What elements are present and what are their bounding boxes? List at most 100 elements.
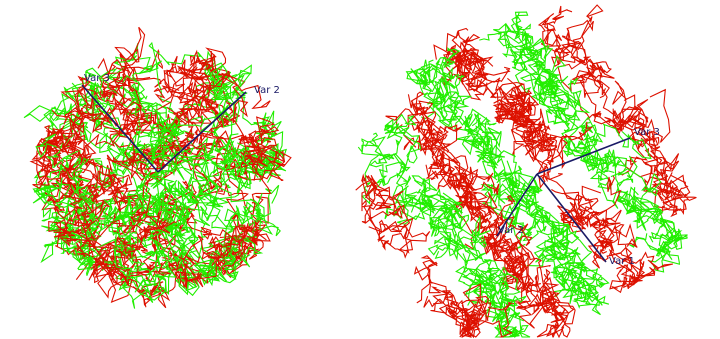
walk-green [122,208,177,309]
walk-red [444,33,483,81]
walk-green [113,176,204,286]
walk-red [577,185,638,248]
walk-green [428,214,491,251]
walk-red [438,290,481,339]
right-axis-var3-label: Var 3 [634,127,660,138]
panel-right-projection: Var 3 Var 2 Var 1 [355,4,697,339]
walk-green [616,190,662,219]
walk-green [571,276,610,316]
walk-green [35,133,91,194]
walk-red [407,91,438,151]
walk-green [400,187,465,252]
walk-red [637,124,680,177]
walk-green [582,139,659,197]
walk-red [616,105,666,179]
walk-green [554,261,597,304]
left-axis-var3-label: Var 3 [84,73,110,84]
walk-green [420,47,461,120]
walk-red [521,118,558,165]
walk-red [445,283,492,338]
right-axis-biplot: Var 3 Var 2 Var 1 [496,127,660,267]
walk-green [617,186,666,231]
walk-green [535,225,595,303]
walk-green [357,136,411,185]
walk-green [360,132,407,205]
walk-green [191,164,274,236]
walk-red [477,213,541,315]
walk-red [53,227,206,293]
walk-green [434,236,501,309]
walk-green [206,68,276,137]
walk-green [160,136,243,183]
walk-green [497,29,540,69]
walk-red [247,130,285,217]
walk-green [541,68,570,117]
walk-green [192,241,251,287]
walk-red [544,33,612,74]
walk-red [63,199,116,277]
walk-red [449,27,487,79]
walk-green [427,232,495,300]
walk-red [188,68,268,167]
walk-red [444,39,494,78]
right-axis-var1-label: Var 1 [609,256,635,267]
walk-red [48,194,97,249]
walk-red [543,121,594,183]
walk-red [519,123,583,205]
walk-green [83,42,139,153]
walk-green [134,96,252,194]
walk-green [379,118,429,213]
walk-red [101,26,146,106]
walk-green [220,121,284,189]
walk-red [58,217,176,254]
walk-red [495,216,529,279]
walk-red [550,4,606,96]
walk-green [150,117,206,176]
walk-green [579,148,627,178]
walk-red [38,128,97,186]
walk-red [47,107,103,158]
right-axis-var1-line [536,173,607,263]
walk-red [475,66,531,121]
right-walk-lines [355,4,697,339]
left-axis-var2-line [157,91,247,173]
walk-green [511,182,547,233]
walk-red [651,169,690,216]
walk-green [23,82,106,133]
walk-green [86,41,222,112]
walk-green [562,262,610,303]
right-axis-var2-line [496,173,538,237]
walk-red [557,56,624,137]
walk-green [527,54,580,107]
walk-green [463,258,510,296]
walk-red [106,129,221,179]
walk-green [524,36,581,107]
walk-green [195,192,263,280]
walk-red [151,214,244,269]
walk-red [84,127,142,215]
walk-red [413,255,458,315]
walk-green [411,175,459,219]
left-axis-var3-line [81,84,159,173]
panel-left-projection: Var 3 Var 2 [23,26,292,309]
left-walk-lines [23,26,292,309]
walk-green [533,245,606,292]
walk-red [416,268,479,338]
left-axis-var2-label: Var 2 [254,85,280,96]
walk-red [355,173,391,212]
walk-green [139,130,209,225]
walk-green [455,259,509,316]
walk-red [171,116,280,153]
walk-red [537,5,573,53]
walk-red [516,268,562,329]
walk-red [175,73,271,127]
walk-red [500,241,531,291]
walk-green [405,60,458,107]
walk-red [164,49,213,103]
walk-green [406,59,455,103]
right-axis-var3-line [536,137,631,175]
left-axis-biplot: Var 3 Var 2 [81,73,280,173]
walk-red [507,77,533,127]
walk-green [629,217,683,253]
